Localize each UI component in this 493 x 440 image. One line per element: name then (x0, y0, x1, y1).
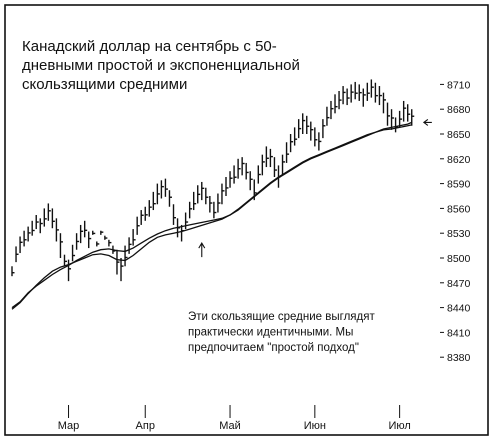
chart-title-line: дневными простой и экспоненциальной (22, 57, 300, 74)
chart-title: Канадский доллар на сентябрь с 50- дневны… (22, 38, 300, 93)
x-axis-tick-label: Июн (304, 420, 326, 432)
x-axis-tick-label: Май (219, 420, 241, 432)
annotation-line: Эти скользящие средние выглядят (188, 311, 375, 323)
price-bars (11, 79, 415, 282)
y-axis-tick-label: 8440 (447, 303, 471, 315)
chart-frame (4, 4, 489, 436)
y-axis: 8380 8410 8440 8470 8500 8530 8560 8590 8620 8650… (440, 79, 471, 364)
y-axis-tick-label: 8650 (447, 129, 471, 141)
y-axis-tick-label: 8500 (447, 253, 471, 265)
y-axis-tick-label: 8590 (447, 179, 471, 191)
simple-moving-average-line (11, 121, 412, 309)
x-axis-tick-label: Апр (136, 420, 155, 432)
y-axis-tick-label: 8560 (447, 203, 471, 215)
y-axis-tick-label: 8530 (447, 228, 471, 240)
y-axis-tick-label: 8410 (447, 327, 471, 339)
chart-title-line: скользящими средними (22, 76, 187, 93)
y-axis-tick-label: 8680 (447, 104, 471, 116)
up-arrow-icon (198, 242, 206, 258)
x-axis-tick-label: Мар (58, 420, 80, 432)
x-axis: Мар Апр Май Июн Июл (58, 405, 411, 432)
exponential-moving-average-line (11, 124, 412, 310)
chart-title-line: Канадский доллар на сентябрь с 50- (22, 38, 277, 55)
y-axis-tick-label: 8380 (447, 352, 471, 364)
y-axis-tick-label: 8710 (447, 79, 471, 91)
annotation-line: практически идентичными. Мы (188, 327, 353, 339)
moving-averages (11, 121, 412, 310)
x-axis-tick-label: Июл (388, 420, 410, 432)
y-axis-tick-label: 8620 (447, 154, 471, 166)
annotation-note: Эти скользящие средние выглядят практичес… (188, 311, 375, 354)
y-axis-tick-label: 8470 (447, 278, 471, 290)
left-arrow-icon (422, 118, 432, 126)
annotation-line: предпочитаем "простой подход" (188, 342, 359, 354)
arrow-markers (198, 118, 432, 258)
